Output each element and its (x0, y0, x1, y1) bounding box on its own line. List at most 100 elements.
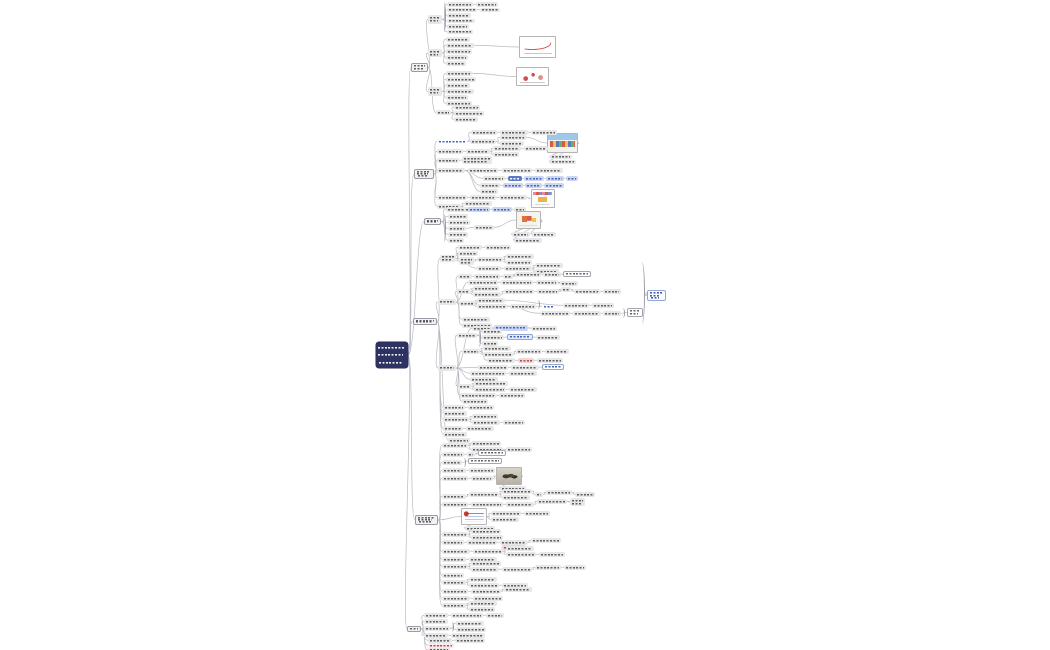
topic-node[interactable] (424, 633, 448, 638)
topic-node[interactable] (537, 289, 559, 294)
topic-node[interactable] (477, 304, 507, 309)
topic-node[interactable] (574, 289, 600, 294)
topic-node[interactable] (502, 168, 532, 173)
topic-node[interactable] (506, 260, 532, 265)
topic-node[interactable] (515, 272, 541, 277)
topic-node[interactable] (471, 561, 501, 566)
topic-node[interactable] (563, 303, 589, 308)
topic-node[interactable] (575, 492, 595, 497)
topic-node[interactable] (446, 77, 476, 82)
topic-node[interactable] (509, 387, 537, 392)
branch-topic[interactable] (414, 169, 434, 179)
topic-node[interactable] (451, 613, 483, 618)
topic-node[interactable] (466, 426, 494, 431)
topic-node[interactable] (442, 573, 464, 578)
topic-node[interactable] (504, 289, 534, 294)
topic-node[interactable] (535, 168, 563, 173)
topic-node[interactable] (531, 130, 557, 135)
root-node[interactable] (376, 342, 408, 368)
topic-node[interactable] (446, 83, 470, 88)
topic-node[interactable] (539, 552, 565, 557)
highlight-topic[interactable] (503, 183, 523, 188)
topic-node[interactable] (446, 55, 468, 60)
topic-node[interactable] (468, 168, 498, 173)
topic-node[interactable] (443, 417, 469, 422)
topic-node[interactable] (506, 546, 534, 551)
highlight-topic[interactable] (566, 176, 578, 181)
topic-node[interactable] (442, 580, 466, 585)
screenshot-image[interactable] (531, 189, 555, 208)
topic-node[interactable] (447, 2, 473, 7)
topic-node[interactable] (428, 638, 452, 643)
topic-node[interactable] (469, 601, 497, 606)
topic-node[interactable] (428, 49, 442, 57)
topic-node[interactable] (506, 552, 536, 557)
topic-node[interactable] (471, 130, 497, 135)
topic-node[interactable] (448, 226, 466, 231)
picture-image[interactable] (516, 211, 541, 229)
lavender-callout[interactable] (507, 334, 533, 340)
topic-node[interactable] (442, 502, 468, 507)
topic-node[interactable] (442, 603, 466, 608)
topic-node[interactable] (504, 587, 532, 592)
summary-callout[interactable] (647, 290, 666, 301)
topic-node[interactable] (437, 168, 465, 173)
topic-node[interactable] (438, 365, 456, 371)
topic-node[interactable] (469, 468, 495, 473)
topic-node[interactable] (462, 349, 480, 354)
chart-image[interactable] (519, 36, 556, 58)
topic-node[interactable] (447, 18, 475, 23)
topic-node[interactable] (440, 255, 456, 262)
topic-node[interactable] (471, 529, 501, 534)
screenshot-image[interactable] (547, 133, 578, 153)
topic-node[interactable] (437, 158, 459, 163)
topic-node[interactable] (514, 238, 542, 243)
topic-node[interactable] (510, 304, 536, 309)
topic-node[interactable] (471, 589, 501, 594)
topic-node[interactable] (483, 352, 513, 357)
topic-node[interactable] (483, 346, 511, 351)
topic-node[interactable] (448, 232, 468, 237)
topic-node[interactable] (442, 549, 470, 554)
topic-node[interactable] (535, 269, 559, 274)
topic-node[interactable] (514, 207, 526, 212)
topic-node[interactable] (458, 384, 472, 389)
topic-node[interactable] (471, 535, 503, 540)
topic-node[interactable] (424, 619, 448, 624)
topic-node[interactable] (545, 349, 569, 354)
topic-node[interactable] (454, 111, 484, 116)
bordered-topic[interactable] (468, 458, 502, 464)
topic-node[interactable] (482, 329, 502, 334)
topic-node[interactable] (454, 105, 480, 110)
highlight-topic[interactable] (468, 207, 490, 212)
topic-node[interactable] (476, 2, 498, 7)
topic-node[interactable] (462, 323, 492, 328)
topic-node[interactable] (477, 266, 501, 271)
link-topic[interactable] (437, 139, 467, 144)
topic-node[interactable] (573, 311, 601, 316)
topic-node[interactable] (506, 502, 534, 507)
topic-node[interactable] (564, 565, 586, 570)
topic-node[interactable] (442, 443, 468, 448)
topic-node[interactable] (560, 281, 578, 286)
topic-node[interactable] (459, 301, 475, 306)
bordered-topic[interactable] (478, 450, 506, 456)
topic-node[interactable] (493, 146, 521, 151)
topic-node[interactable] (491, 511, 521, 516)
topic-node[interactable] (448, 438, 470, 443)
topic-node[interactable] (469, 607, 495, 612)
topic-node[interactable] (486, 613, 504, 618)
topic-node[interactable] (457, 289, 471, 294)
topic-node[interactable] (532, 232, 556, 237)
bordered-topic[interactable] (563, 271, 591, 277)
topic-node[interactable] (472, 414, 498, 419)
topic-node[interactable] (474, 387, 506, 392)
topic-node[interactable] (470, 377, 498, 382)
topic-node[interactable] (442, 452, 464, 457)
topic-node[interactable] (502, 583, 528, 588)
branch-topic[interactable] (424, 218, 441, 225)
topic-node[interactable] (509, 371, 537, 376)
topic-node[interactable] (474, 225, 494, 230)
topic-node[interactable] (473, 596, 503, 601)
topic-node[interactable] (428, 15, 442, 24)
